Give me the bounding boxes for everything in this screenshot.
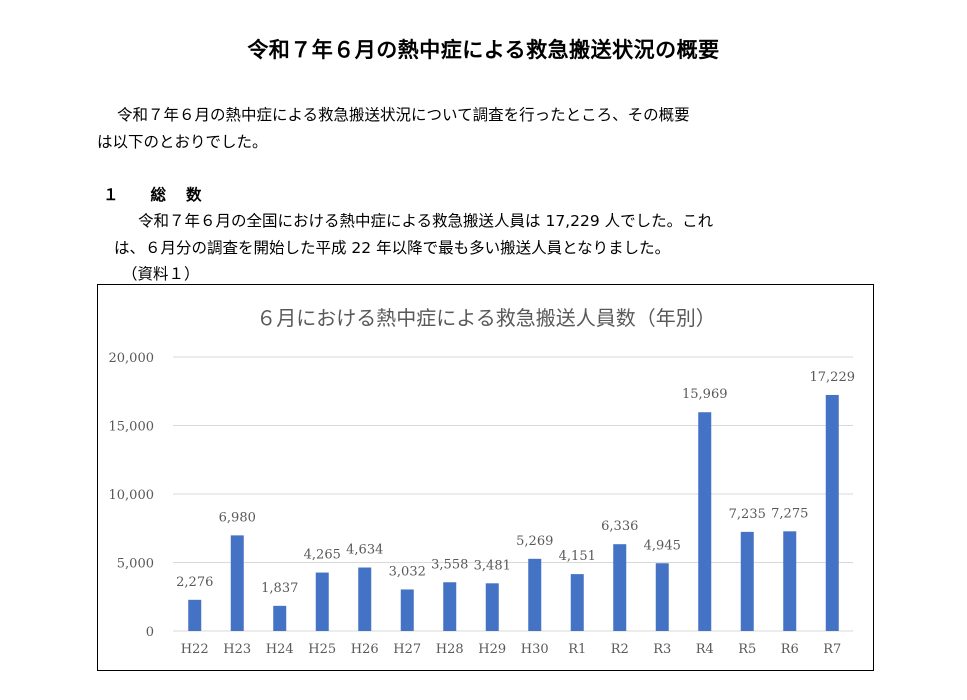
bar-chart: ６月における熱中症による救急搬送人員数（年別） 0 5,000 10,000 15,0… (109, 306, 856, 657)
data-label: 4,945 (644, 538, 681, 553)
x-tick-label: R4 (696, 642, 714, 657)
bar-R7 (825, 394, 839, 631)
x-tick-label: R3 (653, 642, 671, 657)
data-label: 7,235 (729, 507, 766, 522)
bar-H30 (528, 558, 542, 631)
x-tick-label: R2 (611, 642, 629, 657)
y-tick-label: 5,000 (117, 557, 154, 572)
section-number: １ (103, 186, 119, 204)
intro-paragraph: 令和７年６月の熱中症による救急搬送状況について調査を行ったところ、その概要 は以… (97, 102, 877, 156)
section-title-part-b: 数 (186, 186, 202, 204)
bar-H24 (273, 605, 287, 631)
x-tick-label: H22 (181, 642, 209, 657)
y-tick-label: 10,000 (109, 488, 155, 503)
data-label: 6,980 (219, 510, 256, 525)
x-tick-label: R6 (781, 642, 799, 657)
bar-H28 (443, 582, 457, 631)
bar-H27 (400, 589, 414, 631)
bar-H29 (485, 583, 499, 631)
bar-R4 (698, 412, 712, 631)
data-label: 6,336 (601, 519, 638, 534)
bar-R2 (613, 544, 627, 631)
section-line-1: 令和７年６月の全国における熱中症による救急搬送人員は 17,229 人でした。こ… (138, 212, 714, 230)
bar-H25 (315, 572, 329, 631)
intro-line-2: は以下のとおりでした。 (97, 133, 268, 151)
x-tick-label: H27 (393, 642, 421, 657)
data-label: 4,634 (346, 543, 383, 558)
data-label: 15,969 (682, 387, 728, 402)
x-tick-label: H29 (478, 642, 506, 657)
section-line-2: は、６月分の調査を開始した平成 22 年以降で最も多い搬送人員となりました。 (114, 239, 671, 257)
x-tick-label: H25 (308, 642, 336, 657)
x-tick-label: R7 (823, 642, 841, 657)
x-tick-label: H28 (436, 642, 464, 657)
bar-R5 (740, 531, 754, 631)
y-tick-label: 20,000 (109, 351, 155, 366)
section-title-part-a: 総 (150, 186, 167, 204)
document-title: 令和７年６月の熱中症による救急搬送状況の概要 (247, 38, 720, 62)
data-label: 7,275 (771, 506, 808, 521)
chart-title: ６月における熱中症による救急搬送人員数（年別） (256, 306, 715, 330)
intro-line-1: 令和７年６月の熱中症による救急搬送状況について調査を行ったところ、その概要 (117, 106, 690, 124)
x-tick-label: R1 (568, 642, 586, 657)
data-label: 4,151 (559, 549, 596, 564)
bar-R6 (783, 531, 797, 631)
data-label: 3,481 (474, 558, 511, 573)
y-tick-label: 0 (146, 625, 154, 640)
bar-R3 (655, 563, 669, 631)
section-body: 令和７年６月の全国における熱中症による救急搬送人員は 17,229 人でした。こ… (114, 208, 884, 262)
data-label: 1,837 (261, 581, 298, 596)
x-tick-label: R5 (738, 642, 756, 657)
x-tick-label: H30 (521, 642, 549, 657)
data-label: 4,265 (304, 548, 341, 563)
chart-frame: ６月における熱中症による救急搬送人員数（年別） 0 5,000 10,000 15,0… (97, 284, 874, 671)
data-label: 5,269 (516, 534, 553, 549)
data-label: 17,229 (810, 370, 856, 385)
x-tick-label: H26 (351, 642, 379, 657)
bar-H26 (358, 567, 372, 631)
x-tick-label: H24 (266, 642, 294, 657)
section-heading: １ 総 数 (103, 183, 202, 205)
bar-H23 (230, 535, 244, 631)
data-label: 3,032 (389, 564, 426, 579)
data-label: 3,558 (431, 557, 468, 572)
y-tick-label: 15,000 (109, 420, 155, 435)
reference-note: （資料１） (122, 265, 200, 283)
data-label: 2,276 (176, 575, 213, 590)
x-tick-label: H23 (223, 642, 251, 657)
bar-R1 (570, 574, 584, 631)
bar-H22 (188, 599, 202, 631)
